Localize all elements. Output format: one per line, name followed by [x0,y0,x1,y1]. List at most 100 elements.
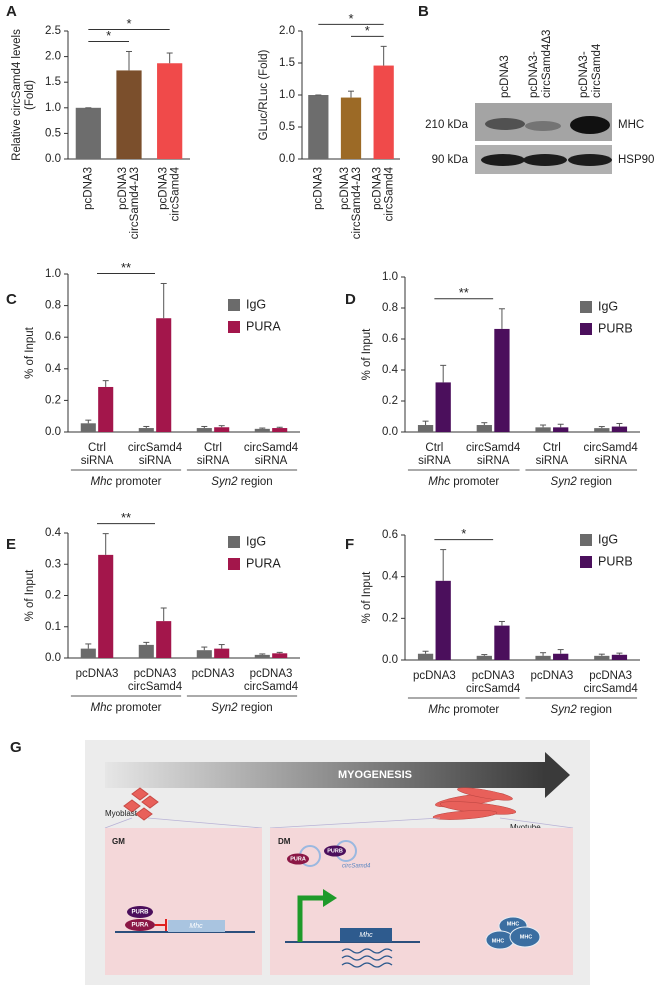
y-tick-label: 0.4 [45,527,62,539]
bar [254,654,270,658]
protein-label: PURA [131,923,149,929]
rna-label: circSamd4 [342,864,371,870]
diagram-title: MYOGENESIS [338,769,412,781]
x-tick-label: siRNA [81,455,114,467]
legend-swatch [228,299,240,311]
bar [553,653,569,660]
band-size: 210 kDa [425,119,468,131]
bar [611,654,628,660]
transcription-arrow [297,895,325,942]
bar [196,428,212,432]
group-label-part: region [580,476,612,488]
band [570,116,610,134]
x-tick-label: siRNA [255,455,288,467]
y-tick-label: 0.2 [382,395,398,407]
x-tick-label: pcDNA3 [134,668,177,680]
bar [535,655,551,660]
y-tick-label: 2.0 [279,25,295,37]
y-tick-label: 0.0 [45,652,61,664]
bar [308,95,329,159]
transcription-arrow [323,889,337,907]
x-tick-label: pcDNA3 [76,668,119,680]
group-label: Mhc promoter [91,476,162,488]
group-label-part: region [241,702,273,714]
legend-swatch [228,321,240,333]
lane-label: pcDNA3- [528,51,540,98]
condition-label: DM [278,837,291,846]
significance-label: * [106,28,111,43]
bar [156,621,172,658]
y-tick-label: 1.0 [279,89,295,101]
myotubes [432,787,517,820]
bar [254,428,270,432]
legend-swatch [228,536,240,548]
protein [324,845,346,857]
x-tick-label: circSamd4-Δ3 [351,167,363,239]
y-axis-label: % of Input [24,326,36,379]
significance-label: * [365,23,370,38]
legend-swatch [580,534,592,546]
legend-label: IgG [598,299,618,313]
y-tick-label: 0.4 [45,363,62,375]
y-tick-label: 1.0 [45,102,61,114]
y-axis-label: % of Input [24,569,36,622]
significance-label: ** [121,260,131,275]
model-diagram: MYOGENESIS Myoblast Myotube GM Mhc PURB … [85,740,590,985]
gene-box [168,920,225,932]
bar [417,425,434,432]
significance-label: * [461,526,466,541]
bar [553,427,569,432]
lane-label: circSamd4Δ3 [541,30,553,98]
y-tick-label: 0.3 [45,558,61,570]
legend-label: PURA [246,319,281,333]
x-tick-label: Ctrl [425,442,443,454]
panel-label: E [6,536,16,553]
panel-label: D [345,291,356,308]
y-tick-label: 0.8 [382,302,398,314]
y-tick-label: 0.5 [279,121,295,133]
protein-label: MHC [520,934,533,940]
x-tick-label: siRNA [477,455,510,467]
panel-label: G [10,739,22,756]
lane-label: circSamd4 [591,43,603,98]
x-tick-label: siRNA [594,455,627,467]
x-tick-label: circSamd4-Δ3 [129,167,141,239]
bar [98,554,114,658]
panel-label: F [345,536,354,553]
protein [125,919,155,931]
protein [287,853,309,865]
y-axis-label: (Fold) [24,80,36,110]
group-label: Mhc promoter [428,476,499,488]
bar [594,428,610,432]
band [485,118,525,130]
group-label-part: promoter [453,704,499,716]
dm-box [270,828,573,975]
protein [509,926,541,948]
group-label-part: promoter [115,476,161,488]
x-tick-label: pcDNA3 [372,167,384,210]
group-label: Mhc promoter [91,702,162,714]
y-tick-label: 1.0 [45,268,61,280]
x-tick-label: circSamd4 [466,442,521,454]
band-size: 90 kDa [432,154,469,166]
legend-swatch [580,556,592,568]
x-tick-label: siRNA [418,455,451,467]
group-label-part: region [241,476,273,488]
bar [594,655,610,660]
protein-label: PURB [327,848,343,854]
band [568,154,612,166]
group-label-part: Syn2 [551,476,578,488]
legend-label: IgG [246,534,266,548]
y-tick-label: 0.4 [382,364,399,376]
bar [214,427,230,432]
group-label-part: Mhc [91,702,113,714]
y-tick-label: 0.4 [382,571,399,583]
x-tick-label: siRNA [536,455,569,467]
y-tick-label: 0.6 [382,333,398,345]
band [481,154,525,166]
x-tick-label: circSamd4 [128,681,183,693]
group-label-part: region [580,704,612,716]
x-tick-label: siRNA [197,455,230,467]
x-tick-label: Ctrl [543,442,561,454]
x-tick-label: pcDNA3 [312,167,324,210]
